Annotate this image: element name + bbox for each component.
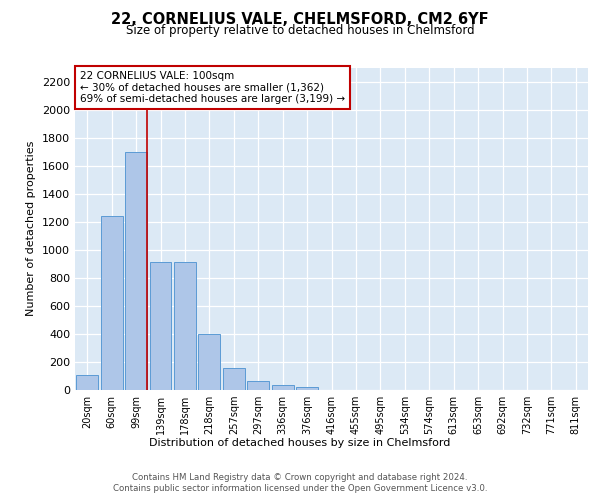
Bar	[76, 374, 98, 390]
Bar	[199, 334, 220, 390]
Bar	[296, 387, 318, 390]
Text: 22, CORNELIUS VALE, CHELMSFORD, CM2 6YF: 22, CORNELIUS VALE, CHELMSFORD, CM2 6YF	[111, 12, 489, 28]
Bar	[125, 152, 147, 390]
Text: Contains public sector information licensed under the Open Government Licence v3: Contains public sector information licen…	[113, 484, 487, 493]
Bar	[174, 262, 196, 390]
Bar	[223, 368, 245, 390]
Bar	[101, 216, 122, 390]
Bar	[149, 262, 172, 390]
Text: Size of property relative to detached houses in Chelmsford: Size of property relative to detached ho…	[125, 24, 475, 37]
Text: 22 CORNELIUS VALE: 100sqm
← 30% of detached houses are smaller (1,362)
69% of se: 22 CORNELIUS VALE: 100sqm ← 30% of detac…	[80, 70, 345, 104]
Bar	[247, 381, 269, 390]
Text: Distribution of detached houses by size in Chelmsford: Distribution of detached houses by size …	[149, 438, 451, 448]
Y-axis label: Number of detached properties: Number of detached properties	[26, 141, 37, 316]
Bar	[272, 385, 293, 390]
Text: Contains HM Land Registry data © Crown copyright and database right 2024.: Contains HM Land Registry data © Crown c…	[132, 472, 468, 482]
